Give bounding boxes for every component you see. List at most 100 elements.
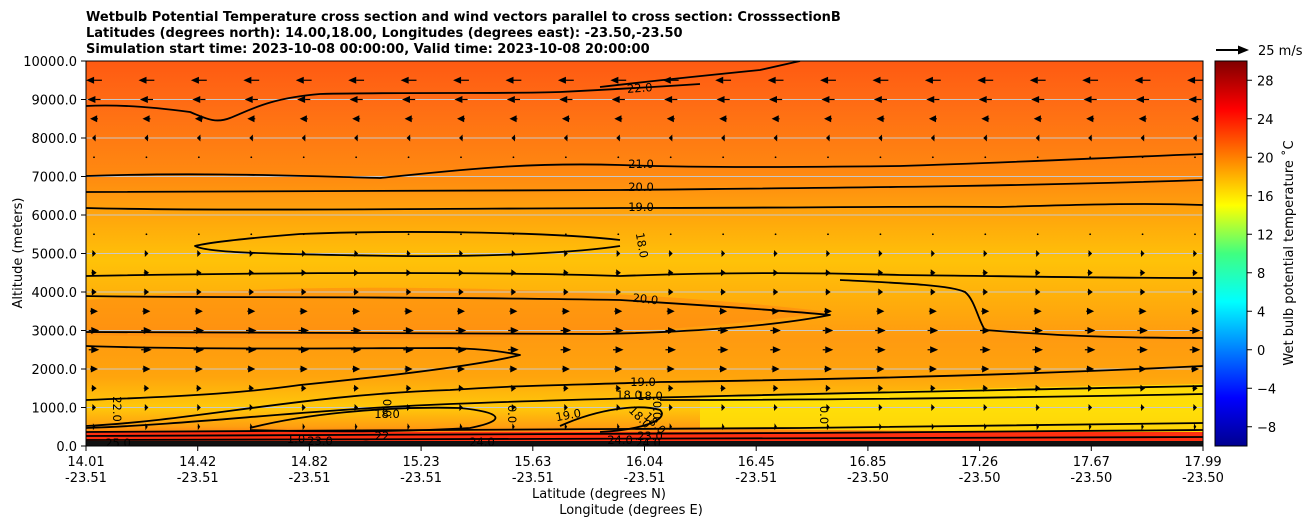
wind-vector-head bbox=[721, 250, 726, 257]
wind-vector-head bbox=[715, 76, 724, 84]
wind-vector-head bbox=[144, 404, 149, 411]
wind-vector-head bbox=[872, 76, 881, 84]
wind-vector-head bbox=[772, 327, 781, 334]
wind-vector bbox=[197, 156, 200, 159]
wind-vector-head bbox=[616, 134, 620, 142]
x-tick-label-lat: 14.01 bbox=[67, 455, 104, 470]
wind-vector bbox=[250, 156, 253, 159]
wind-vector-head bbox=[249, 288, 254, 296]
wind-vector-head bbox=[983, 269, 988, 277]
wind-vector-head bbox=[454, 96, 463, 103]
wind-vector bbox=[722, 156, 725, 159]
wind-vector-head bbox=[510, 327, 519, 334]
wind-vector-head bbox=[983, 134, 987, 142]
contour-near-surface-2 bbox=[86, 429, 1203, 437]
wind-vector-head bbox=[142, 115, 150, 123]
contour-20-upper bbox=[86, 179, 1203, 193]
wind-vector bbox=[512, 156, 515, 159]
wind-vector-head bbox=[1035, 288, 1041, 296]
wind-vector-head bbox=[667, 346, 676, 354]
wind-vector-head bbox=[196, 288, 202, 296]
wind-vector-head bbox=[720, 346, 729, 354]
contour-label-19-lower: 19.0 bbox=[630, 375, 656, 389]
x-tick-label-lat: 14.42 bbox=[179, 455, 216, 470]
wind-vector-head bbox=[1087, 346, 1096, 354]
contour-label-25-left: 25.0 bbox=[105, 436, 131, 450]
wind-vector-head bbox=[1088, 134, 1092, 142]
wind-vector-head bbox=[249, 134, 253, 142]
wind-vector bbox=[407, 156, 410, 159]
wind-vector-head bbox=[615, 365, 623, 373]
wind-vector bbox=[302, 156, 305, 159]
wind-vector-head bbox=[669, 250, 673, 257]
wind-vector-head bbox=[563, 346, 572, 354]
annotation-1: 1.0 bbox=[287, 432, 305, 446]
wind-vector-head bbox=[195, 365, 203, 373]
wind-vector-head bbox=[90, 307, 98, 315]
wind-vector-head bbox=[297, 96, 306, 103]
wind-vector-head bbox=[825, 288, 831, 296]
wind-vector-head bbox=[1031, 96, 1040, 103]
wind-vector bbox=[564, 156, 567, 159]
colorbar-tick-label: −8 bbox=[1257, 421, 1276, 436]
wind-vector bbox=[931, 156, 934, 159]
wind-vector-head bbox=[458, 288, 464, 296]
wind-vector-head bbox=[300, 307, 308, 315]
wind-vector-head bbox=[354, 134, 358, 142]
wind-vector-head bbox=[616, 269, 621, 277]
x-tick-label-lon: -23.51 bbox=[512, 471, 554, 486]
wind-vector-head bbox=[300, 365, 308, 373]
wind-vector-head bbox=[86, 76, 95, 84]
wind-vector-head bbox=[821, 96, 830, 103]
contour-18-right bbox=[659, 393, 1203, 401]
annotation-vertical-3: 0.0 bbox=[650, 401, 664, 419]
wind-vector bbox=[564, 233, 567, 236]
wind-vector-head bbox=[616, 288, 621, 296]
wind-vector-head bbox=[91, 288, 97, 296]
wind-vector-head bbox=[1192, 288, 1198, 296]
wind-vector-head bbox=[930, 288, 936, 296]
wind-vector-head bbox=[1140, 250, 1145, 257]
colorbar bbox=[1214, 60, 1248, 447]
wind-vector bbox=[722, 233, 725, 236]
annotation-24-mid: 24.0 bbox=[607, 433, 633, 447]
wind-vector-head bbox=[719, 115, 727, 123]
wind-vector-head bbox=[562, 307, 570, 315]
wind-vector-head bbox=[877, 365, 885, 373]
annotation-vertical-1: 0.0 bbox=[380, 399, 394, 417]
wind-vector-head bbox=[406, 288, 412, 296]
wind-vector-head bbox=[1140, 269, 1146, 277]
wind-vector-head bbox=[510, 365, 518, 373]
x-axis: 14.01-23.5114.42-23.5114.82-23.5115.23-2… bbox=[65, 446, 1224, 486]
wind-vector-head bbox=[92, 250, 96, 257]
wind-vector-head bbox=[302, 423, 306, 431]
wind-vector-head bbox=[721, 404, 726, 411]
wind-vector-head bbox=[563, 134, 568, 142]
wind-vector-head bbox=[1034, 365, 1042, 373]
wind-vector-head bbox=[511, 134, 516, 142]
wind-vector-head bbox=[563, 288, 569, 296]
colorbar-tick-label: 16 bbox=[1257, 190, 1274, 205]
wind-vector-head bbox=[453, 76, 462, 84]
y-tick-label: 2000.0 bbox=[32, 363, 78, 378]
wind-vector-head bbox=[1034, 346, 1043, 354]
contour-label-18-vertical: 18.0 bbox=[633, 231, 651, 259]
surface-contour-band bbox=[86, 441, 1203, 446]
wind-vector-head bbox=[878, 384, 884, 392]
wind-vector-head bbox=[825, 327, 834, 334]
wind-vector-head bbox=[355, 423, 358, 431]
wind-vector-head bbox=[878, 250, 883, 257]
wind-vector-head bbox=[1192, 346, 1201, 354]
wind-vector-head bbox=[510, 307, 518, 315]
annotation-23-mid: 23.0 bbox=[637, 429, 663, 443]
wind-vector-head bbox=[977, 76, 986, 84]
y-tick-label: 8000.0 bbox=[32, 132, 78, 147]
wind-vector-head bbox=[826, 250, 830, 257]
x-tick-label-lon: -23.51 bbox=[624, 471, 666, 486]
wind-vector-head bbox=[563, 384, 569, 392]
colorbar-tick-label: 28 bbox=[1257, 74, 1274, 89]
x-tick-label-lat: 14.82 bbox=[291, 455, 328, 470]
contour-label-19-upper: 19.0 bbox=[628, 200, 654, 214]
wind-vector-head bbox=[982, 365, 990, 373]
wind-vector-head bbox=[873, 96, 882, 103]
